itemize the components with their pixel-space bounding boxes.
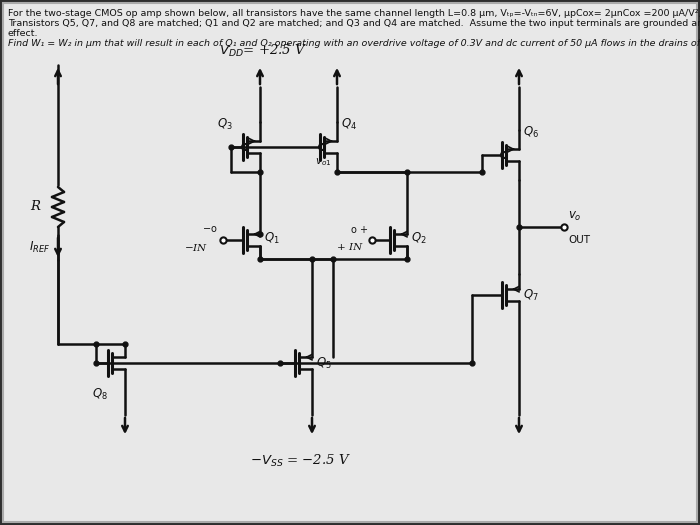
Text: $Q_4$: $Q_4$ bbox=[341, 117, 357, 132]
Text: $I_{REF}$: $I_{REF}$ bbox=[29, 239, 50, 255]
Text: For the two-stage CMOS op amp shown below, all transistors have the same channel: For the two-stage CMOS op amp shown belo… bbox=[8, 9, 700, 18]
Text: $Q_2$: $Q_2$ bbox=[411, 230, 427, 246]
Text: $Q_8$: $Q_8$ bbox=[92, 386, 108, 402]
Text: $Q_5$: $Q_5$ bbox=[316, 355, 332, 371]
Text: + IN: + IN bbox=[337, 243, 362, 252]
Text: $-V_{SS}$ = $-$2.5 V: $-V_{SS}$ = $-$2.5 V bbox=[249, 453, 351, 469]
FancyBboxPatch shape bbox=[3, 3, 697, 522]
Text: $v_{o1}$: $v_{o1}$ bbox=[316, 156, 332, 169]
Text: $V_{DD}$= +2.5 V: $V_{DD}$= +2.5 V bbox=[219, 43, 307, 59]
Text: $Q_1$: $Q_1$ bbox=[264, 230, 280, 246]
Text: o +: o + bbox=[351, 225, 368, 235]
Text: Transistors Q5, Q7, and Q8 are matched; Q1 and Q2 are matched; and Q3 and Q4 are: Transistors Q5, Q7, and Q8 are matched; … bbox=[8, 19, 700, 28]
Text: OUT: OUT bbox=[568, 235, 590, 245]
Text: $v_o$: $v_o$ bbox=[568, 210, 582, 223]
Text: R: R bbox=[30, 201, 40, 214]
Text: $-$IN: $-$IN bbox=[184, 242, 208, 253]
Text: $Q_6$: $Q_6$ bbox=[523, 125, 539, 140]
Text: $-$o: $-$o bbox=[202, 224, 218, 234]
Text: effect.: effect. bbox=[8, 29, 38, 38]
Text: Find W₁ = W₂ in μm that will result in each of Q₁ and Q₂ operating with an overd: Find W₁ = W₂ in μm that will result in e… bbox=[8, 39, 700, 48]
Text: $Q_3$: $Q_3$ bbox=[217, 117, 233, 132]
Text: $Q_7$: $Q_7$ bbox=[523, 288, 539, 302]
